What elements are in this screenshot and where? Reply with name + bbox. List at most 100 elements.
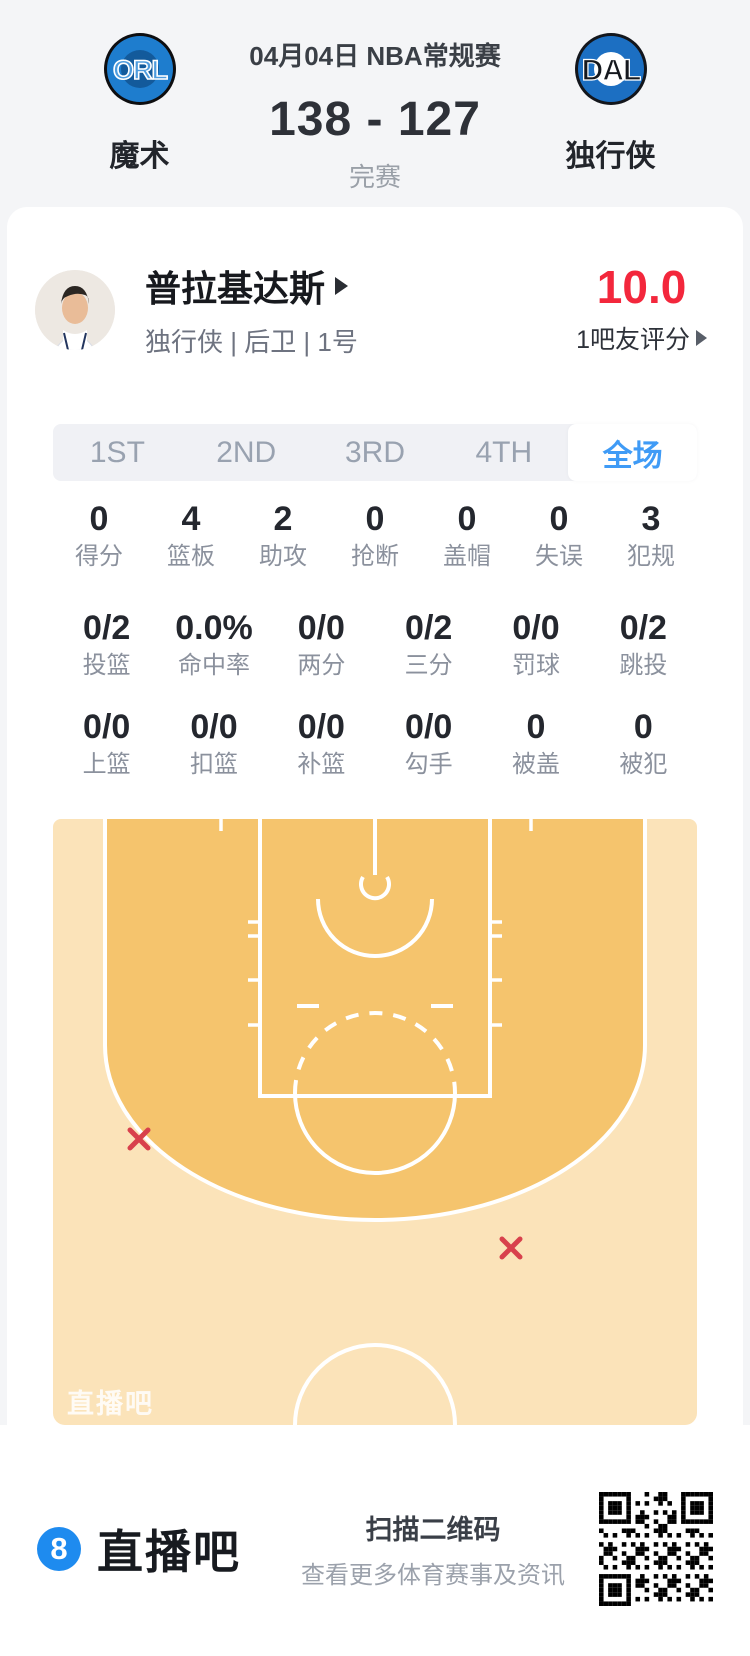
player-name: 普拉基达斯 — [145, 268, 326, 309]
scan-title: 扫描二维码 — [365, 1514, 501, 1545]
stat-cell: 0 被盖 — [482, 707, 589, 779]
rating-value: 10.0 — [596, 260, 687, 313]
stat-cell: 4 篮板 — [145, 499, 237, 571]
stat-cell: 0/0 罚球 — [482, 608, 589, 680]
stats-grid: 0 得分 4 篮板 2 助攻 0 抢断 0 盖帽 0 失误 3 犯规 0/2 投篮 0.0% 命中率 0/0 两分 0… — [53, 499, 697, 779]
qr-code — [599, 1491, 713, 1606]
stat-value: 2 — [273, 500, 293, 538]
scan-subtitle: 查看更多体育赛事及资讯 — [301, 1561, 565, 1589]
stat-value: 3 — [641, 500, 661, 538]
dal-mavericks-logo-icon: DAL — [574, 33, 647, 105]
stat-value: 0/2 — [83, 609, 131, 647]
stat-cell: 0 得分 — [53, 499, 145, 571]
stat-cell: 0.0% 命中率 — [160, 608, 267, 680]
stat-value: 4 — [181, 500, 201, 538]
stat-cell: 0 被犯 — [590, 707, 697, 779]
shot-chart: 直播吧 — [53, 819, 697, 1425]
scoreboard-header: ORL 魔术 04月04日 NBA常规赛 138 - 127 完赛 DAL 独行… — [0, 0, 750, 207]
rating-block[interactable]: 10.0 1吧友评分 — [576, 264, 707, 356]
player-name-link[interactable]: 普拉基达斯 — [145, 260, 358, 312]
player-portrait-icon — [35, 269, 115, 350]
stat-label: 罚球 — [511, 652, 560, 679]
stat-label: 助攻 — [259, 543, 307, 570]
home-team[interactable]: ORL 魔术 — [32, 32, 247, 207]
player-info: 普拉基达斯 独行侠 | 后卫 | 1号 — [145, 260, 358, 359]
missed-shot-x-icon — [127, 1127, 151, 1151]
home-team-name: 魔术 — [109, 140, 170, 173]
tab-4th[interactable]: 4TH — [475, 435, 533, 469]
svg-text:ORL: ORL — [113, 55, 168, 85]
court-watermark: 直播吧 — [67, 1389, 154, 1419]
brand-name: 直播吧 — [97, 1525, 241, 1578]
stat-cell: 0 失误 — [513, 499, 605, 571]
stat-label: 命中率 — [177, 652, 250, 679]
stat-cell: 0/0 两分 — [268, 608, 375, 680]
stat-cell: 0/0 补篮 — [268, 707, 375, 779]
stat-label: 被盖 — [511, 751, 560, 778]
away-team-name: 独行侠 — [565, 140, 656, 173]
stat-label: 跳投 — [619, 652, 668, 679]
stat-value: 0/2 — [405, 609, 453, 647]
stat-cell: 0/2 三分 — [375, 608, 482, 680]
missed-shot-x-icon — [499, 1236, 523, 1260]
stat-value: 0/0 — [297, 609, 345, 647]
stat-value: 0 — [633, 708, 653, 746]
scoreboard-center: 04月04日 NBA常规赛 138 - 127 完赛 — [247, 32, 503, 207]
stat-label: 篮板 — [167, 543, 215, 570]
stat-value: 0 — [457, 500, 477, 538]
stat-value: 0 — [89, 500, 109, 538]
stat-label: 补篮 — [297, 751, 346, 778]
stat-cell: 0/0 扣篮 — [160, 707, 267, 779]
stat-cell: 0/2 投篮 — [53, 608, 160, 680]
stat-label: 盖帽 — [443, 543, 491, 570]
free-throw-circle-solid — [293, 1092, 457, 1175]
stat-value: 0 — [526, 708, 546, 746]
stat-cell: 0 抢断 — [329, 499, 421, 571]
chevron-right-icon — [696, 329, 707, 346]
stat-cell: 0 盖帽 — [421, 499, 513, 571]
game-date-title: 04月04日 NBA常规赛 — [249, 41, 501, 71]
stat-value: 0/0 — [405, 708, 453, 746]
tab-full-game[interactable]: 全场 — [568, 424, 697, 481]
stat-label: 被犯 — [619, 751, 668, 778]
away-team[interactable]: DAL 独行侠 — [503, 32, 718, 207]
stat-row-basic: 0 得分 4 篮板 2 助攻 0 抢断 0 盖帽 0 失误 3 犯规 — [53, 499, 697, 571]
tab-2nd[interactable]: 2ND — [216, 435, 277, 469]
stat-cell: 0/2 跳投 — [590, 608, 697, 680]
stat-value: 0/0 — [297, 708, 345, 746]
player-avatar[interactable] — [35, 269, 115, 350]
tab-1st[interactable]: 1ST — [89, 435, 145, 469]
quarter-tabs: 1ST 2ND 3RD 4TH 全场 — [53, 424, 697, 481]
scan-text-block: 扫描二维码 查看更多体育赛事及资讯 — [301, 1508, 565, 1590]
stat-cell: 3 犯规 — [605, 499, 697, 571]
stat-label: 勾手 — [404, 751, 453, 778]
court-lines — [103, 819, 647, 1425]
orl-magic-logo-icon: ORL — [103, 33, 176, 105]
player-meta: 独行侠 | 后卫 | 1号 — [145, 327, 358, 357]
rating-label: 1吧友评分 — [576, 325, 690, 354]
chevron-right-icon — [335, 277, 349, 295]
brand-block[interactable]: 8 直播吧 — [37, 1516, 241, 1582]
stat-value: 0 — [549, 500, 569, 538]
stat-label: 失误 — [535, 543, 583, 570]
player-stats-card: 普拉基达斯 独行侠 | 后卫 | 1号 10.0 1吧友评分 1ST 2ND 3… — [7, 207, 743, 1425]
lane-hash-marks — [219, 819, 533, 1027]
player-header: 普拉基达斯 独行侠 | 后卫 | 1号 10.0 1吧友评分 — [7, 207, 743, 359]
stat-value: 0.0% — [175, 609, 253, 647]
stat-label: 上篮 — [82, 751, 131, 778]
stat-row-shooting: 0/2 投篮 0.0% 命中率 0/0 两分 0/2 三分 0/0 罚球 0/2 跳投 — [53, 608, 697, 680]
stat-cell: 2 助攻 — [237, 499, 329, 571]
stat-value: 0/0 — [190, 708, 238, 746]
stat-cell: 0/0 勾手 — [375, 707, 482, 779]
lane-key-lines — [258, 819, 492, 1098]
stat-label: 犯规 — [627, 543, 675, 570]
stat-label: 扣篮 — [189, 751, 238, 778]
court-inside-arc-area — [105, 819, 645, 1220]
basketball-halfcourt: 直播吧 — [53, 819, 697, 1425]
tab-3rd[interactable]: 3RD — [344, 435, 405, 469]
rim-arc — [359, 875, 391, 901]
zhibo8-logo-icon: 8 — [37, 1526, 81, 1571]
stat-value: 0/0 — [83, 708, 131, 746]
restricted-area-arc — [316, 898, 434, 958]
app-footer: 8 直播吧 扫描二维码 查看更多体育赛事及资讯 — [0, 1425, 750, 1656]
